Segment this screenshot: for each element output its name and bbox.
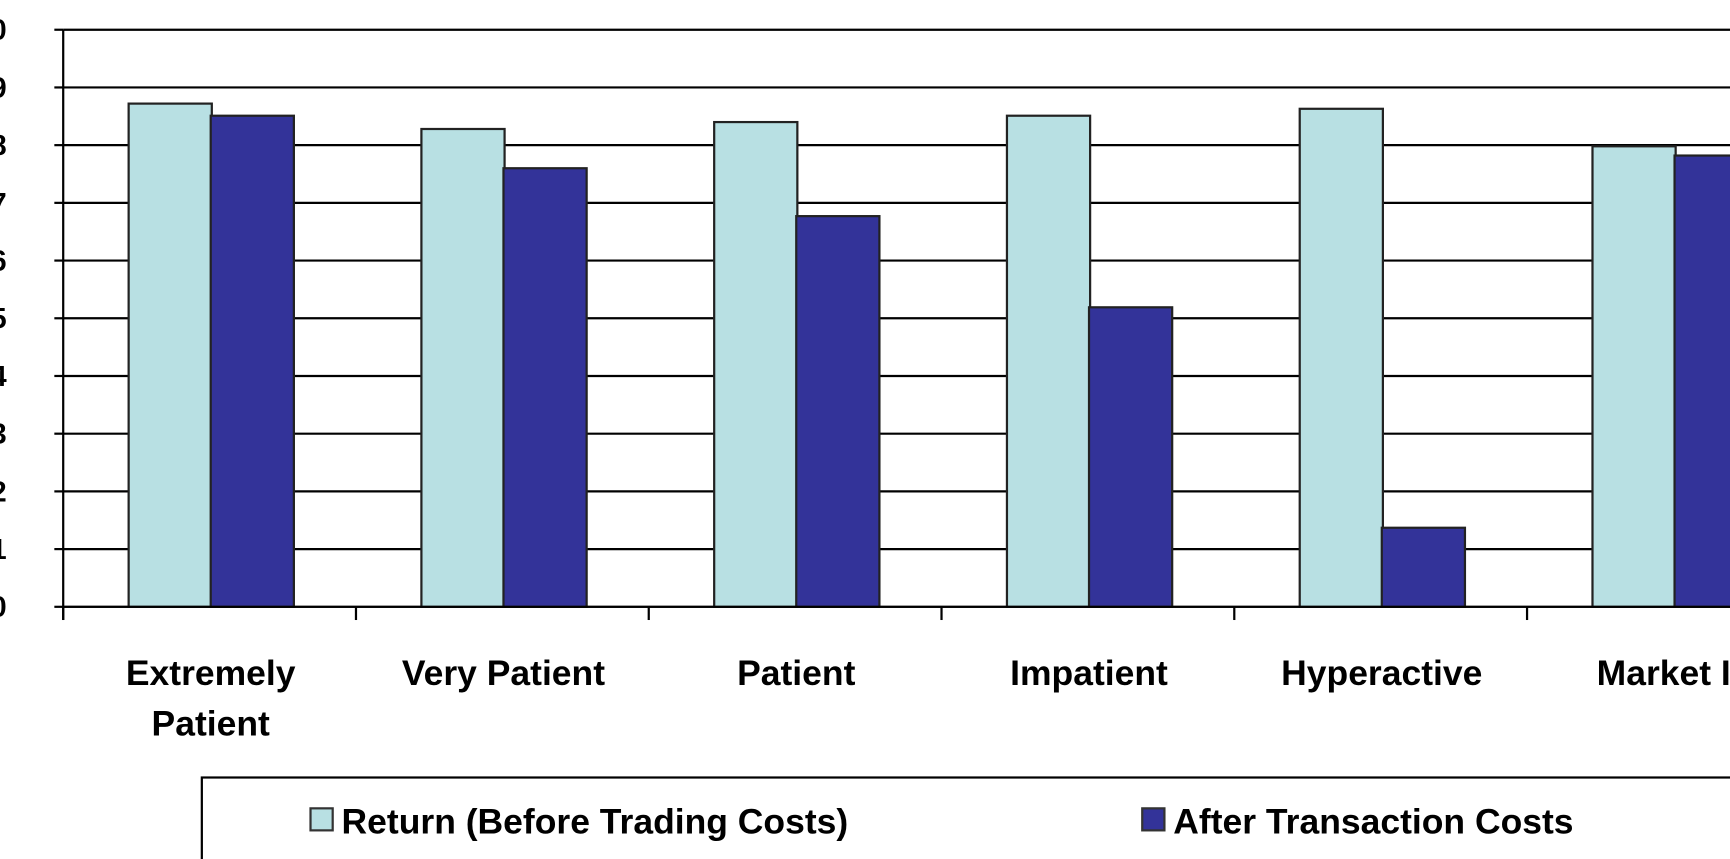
bar bbox=[1087, 306, 1174, 608]
y-tick-label: 6 bbox=[0, 246, 7, 278]
bar bbox=[1591, 145, 1677, 608]
bar bbox=[1298, 107, 1385, 608]
legend-label: After Transaction Costs bbox=[1173, 803, 1573, 842]
bar bbox=[1673, 154, 1730, 608]
x-tick-label: Patient bbox=[737, 654, 856, 693]
legend-label: Return (Before Trading Costs) bbox=[342, 803, 849, 842]
bar bbox=[1380, 526, 1467, 608]
x-tick-label: Impatient bbox=[1010, 654, 1168, 693]
bar bbox=[713, 120, 799, 608]
legend-swatch bbox=[309, 807, 334, 832]
x-tick-label: Hyperactive bbox=[1281, 654, 1482, 693]
y-tick-label: 10 bbox=[0, 15, 7, 47]
x-tick-label: Very Patient bbox=[402, 654, 605, 693]
y-tick-label: 7 bbox=[0, 188, 7, 220]
y-tick-label: 8 bbox=[0, 130, 7, 162]
y-tick-label: 5 bbox=[0, 303, 7, 335]
y-tick-label: 2 bbox=[0, 476, 7, 508]
bar bbox=[420, 127, 506, 608]
bar bbox=[502, 167, 588, 608]
x-tick-label: Market In bbox=[1597, 654, 1730, 693]
bar bbox=[209, 114, 295, 608]
bar bbox=[1005, 114, 1092, 608]
y-tick-label: 4 bbox=[0, 361, 7, 393]
y-tick-label: 1 bbox=[0, 534, 7, 566]
legend-swatch bbox=[1141, 807, 1166, 832]
y-tick-label: 9 bbox=[0, 72, 7, 104]
x-tick-label: Extremely Patient bbox=[126, 654, 296, 744]
legend-box bbox=[200, 776, 1730, 859]
y-tick-label: 3 bbox=[0, 419, 7, 451]
bar bbox=[795, 215, 881, 608]
bar bbox=[127, 102, 213, 608]
y-tick-label: 0 bbox=[0, 592, 7, 624]
